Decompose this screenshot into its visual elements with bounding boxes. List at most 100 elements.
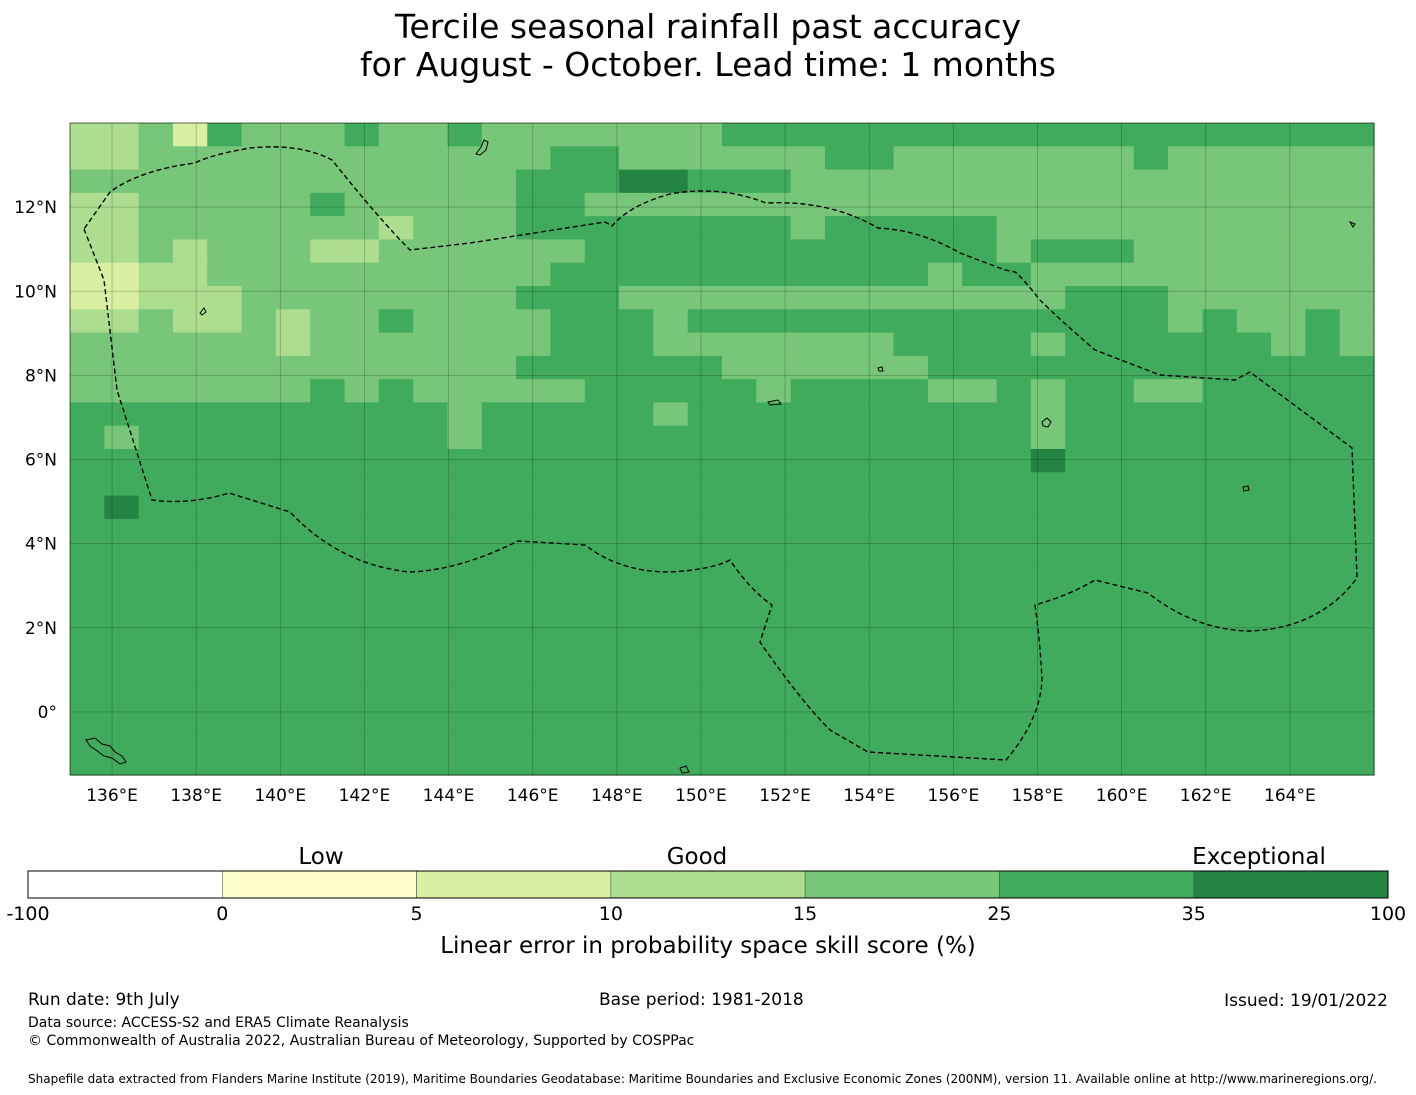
heatmap-cell	[1236, 239, 1272, 264]
heatmap-cell	[790, 262, 826, 287]
heatmap-cell	[516, 332, 552, 357]
heatmap-cell	[893, 565, 929, 590]
heatmap-cell	[1236, 262, 1272, 287]
heatmap-cell	[378, 681, 414, 706]
heatmap-cell	[1065, 239, 1101, 264]
heatmap-cell	[1030, 402, 1066, 427]
latitude-tick-labels: 12°N 10°N 8°N 6°N 4°N 2°N 0°	[14, 198, 57, 723]
heatmap-cell	[653, 542, 689, 567]
heatmap-cell	[378, 402, 414, 427]
heatmap-cell	[756, 612, 792, 636]
heatmap-cell	[1030, 379, 1066, 404]
heatmap-cell	[275, 542, 311, 567]
heatmap-cell	[893, 262, 929, 287]
heatmap-cell	[1236, 146, 1272, 171]
heatmap-cell	[653, 239, 689, 264]
heatmap-cell	[1339, 332, 1375, 357]
heatmap-cell	[70, 146, 105, 171]
heatmap-cell	[756, 355, 792, 380]
island-atoll-5	[1348, 220, 1356, 228]
heatmap-cell	[70, 542, 105, 567]
heatmap-cell	[962, 379, 998, 404]
graticule-lines	[70, 123, 1374, 775]
heatmap-cell	[1065, 518, 1101, 543]
heatmap-cell	[207, 123, 243, 147]
colorbar-tick: 15	[793, 903, 817, 925]
heatmap-cell	[275, 681, 311, 706]
heatmap-cell	[275, 518, 311, 543]
heatmap-cell	[1202, 146, 1238, 171]
heatmap-cell	[1202, 542, 1238, 567]
heatmap-cell	[1236, 495, 1272, 520]
heatmap-cell	[481, 565, 517, 590]
colorbar: Low Good Exceptional -100 0 5 10 15 25 35 100 L…	[6, 844, 1406, 959]
heatmap-cell	[859, 425, 895, 450]
heatmap-cell	[241, 286, 277, 310]
colorbar-tick: 100	[1370, 903, 1406, 925]
longitude-tick: 148°E	[591, 786, 643, 806]
heatmap-cell	[1202, 705, 1238, 730]
heatmap-cell	[1099, 309, 1135, 334]
heatmap-cell	[447, 262, 483, 287]
heatmap-cell	[172, 309, 208, 334]
heatmap-cell	[344, 425, 380, 450]
heatmap-cell	[722, 425, 757, 450]
heatmap-cell	[138, 518, 174, 543]
heatmap-cell	[584, 262, 620, 287]
heatmap-cell	[653, 658, 689, 683]
heatmap-cell	[1030, 355, 1066, 380]
heatmap-cell	[1305, 239, 1341, 264]
heatmap-cell	[1202, 751, 1238, 776]
heatmap-cell	[859, 751, 895, 776]
heatmap-cell	[687, 658, 723, 683]
heatmap-cell	[70, 239, 105, 264]
heatmap-cell	[138, 565, 174, 590]
heatmap-cell	[824, 449, 860, 473]
colorbar-outline	[27, 870, 1389, 899]
heatmap-cell	[1236, 472, 1272, 497]
heatmap-cell	[310, 262, 346, 287]
heatmap-cell	[241, 658, 277, 683]
heatmap-cell	[447, 681, 483, 706]
heatmap-cell	[516, 355, 552, 380]
heatmap-cell	[344, 146, 380, 171]
heatmap-cell	[619, 495, 654, 520]
heatmap-cell	[447, 588, 483, 613]
heatmap-cell	[172, 751, 208, 776]
heatmap-cell	[104, 705, 140, 730]
heatmap-cell	[687, 402, 723, 427]
heatmap-cell	[756, 402, 792, 427]
heatmap-cell	[893, 309, 929, 334]
heatmap-cell	[447, 286, 483, 310]
heatmap-cell	[1099, 518, 1135, 543]
heatmap-cell	[344, 542, 380, 567]
heatmap-cell	[893, 123, 929, 147]
heatmap-cell	[207, 332, 243, 357]
heatmap-cell	[70, 658, 105, 683]
heatmap-cell	[172, 146, 208, 171]
heatmap-cell	[1236, 588, 1272, 613]
heatmap-cell	[138, 309, 174, 334]
heatmap-cell	[207, 518, 243, 543]
heatmap-cell	[447, 472, 483, 497]
heatmap-cell	[275, 565, 311, 590]
heatmap-cell	[344, 449, 380, 473]
heatmap-cell	[1236, 658, 1272, 683]
heatmap-cell	[722, 588, 757, 613]
heatmap-cell	[1030, 192, 1066, 217]
heatmap-cell	[962, 565, 998, 590]
heatmap-cell	[310, 751, 346, 776]
heatmap-cell	[481, 612, 517, 636]
heatmap-cell	[310, 169, 346, 194]
heatmap-cell	[413, 169, 449, 194]
heatmap-cell	[619, 332, 654, 357]
heatmap-cell	[1339, 518, 1375, 543]
colorbar-swatch	[610, 870, 806, 899]
heatmap-cell	[1099, 169, 1135, 194]
heatmap-cell	[1202, 658, 1238, 683]
heatmap-cell	[138, 425, 174, 450]
heatmap-cell	[275, 495, 311, 520]
heatmap-cell	[962, 309, 998, 334]
heatmap-cell	[172, 192, 208, 217]
heatmap-cell	[1030, 239, 1066, 264]
